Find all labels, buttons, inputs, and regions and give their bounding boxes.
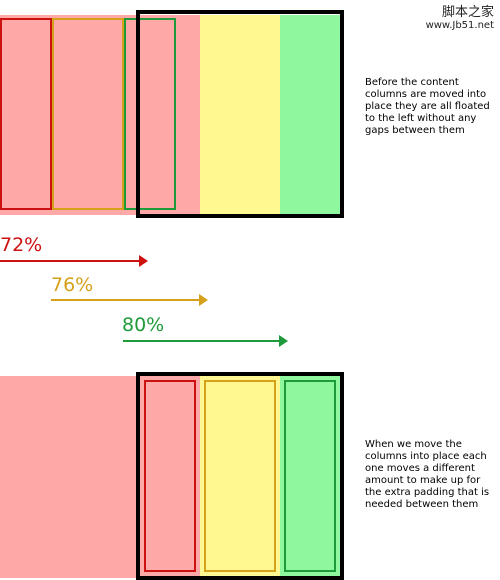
bottom-column-red [144,380,196,572]
top-caption: Before the content columns are moved int… [365,77,490,136]
bottom-green-band [280,376,342,578]
bottom-container-frame [136,372,344,580]
bottom-yellow-band [200,376,280,578]
top-column-yellow [52,18,124,210]
bottom-column-yellow [204,380,276,572]
top-pink-band [0,15,200,215]
bottom-pink-band [0,376,200,578]
watermark-line1: 脚本之家 [441,5,494,20]
arrow-72 [0,255,148,267]
top-column-red [0,18,52,210]
bottom-caption: When we move the columns into place each… [365,439,490,510]
arrow-label-80: 80% [122,314,165,336]
arrow-label-76: 76% [51,274,94,296]
watermark-line2: www.Jb51.net [425,20,494,31]
top-column-green [124,18,176,210]
top-green-band [280,15,340,215]
top-yellow-band [200,15,280,215]
watermark: 脚本之家 www.Jb51.net [426,6,494,32]
arrow-label-72: 72% [0,234,43,256]
arrow-76 [51,294,208,306]
bottom-column-green [284,380,336,572]
arrow-80 [123,335,288,347]
top-container-frame [136,10,344,218]
